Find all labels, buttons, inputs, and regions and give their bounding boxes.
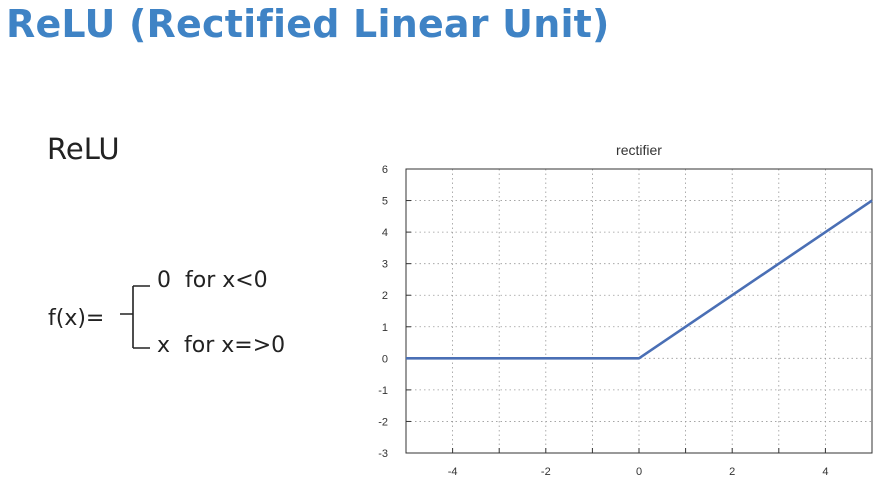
chart-grid xyxy=(406,169,872,453)
y-tick-label: 1 xyxy=(382,322,388,334)
y-tick-label: 2 xyxy=(382,290,388,302)
x-tick-label: 0 xyxy=(636,466,642,478)
x-tick-label: 4 xyxy=(822,466,828,478)
x-tick-label: 2 xyxy=(729,466,735,478)
x-tick-label: -2 xyxy=(541,466,551,478)
chart-title: rectifier xyxy=(616,142,662,158)
chart-ticks: -3 -2 -1 0 1 2 3 4 5 6 -4 -2 0 2 4 xyxy=(378,164,873,478)
y-tick-label: -3 xyxy=(378,448,388,460)
plot-frame xyxy=(405,168,873,454)
y-tick-label: 6 xyxy=(382,164,388,176)
formula-case-nonnegative: x for x=>0 xyxy=(157,333,286,358)
section-label: ReLU xyxy=(47,132,120,166)
slide-title: ReLU (Rectified Linear Unit) xyxy=(6,2,610,46)
relu-series-line xyxy=(406,199,873,360)
formula-case-negative: 0 for x<0 xyxy=(157,268,268,293)
y-tick-label: 3 xyxy=(382,259,388,271)
formula-lhs: f(x)= xyxy=(48,306,105,331)
chart-series xyxy=(406,199,873,360)
y-tick-label: -1 xyxy=(378,385,388,397)
y-tick-label: -2 xyxy=(378,416,388,428)
x-tick-label: -4 xyxy=(448,466,458,478)
y-tick-label: 5 xyxy=(382,196,388,208)
formula-brace xyxy=(120,285,150,349)
y-tick-label: 4 xyxy=(382,227,388,239)
y-tick-label: 0 xyxy=(382,353,388,365)
